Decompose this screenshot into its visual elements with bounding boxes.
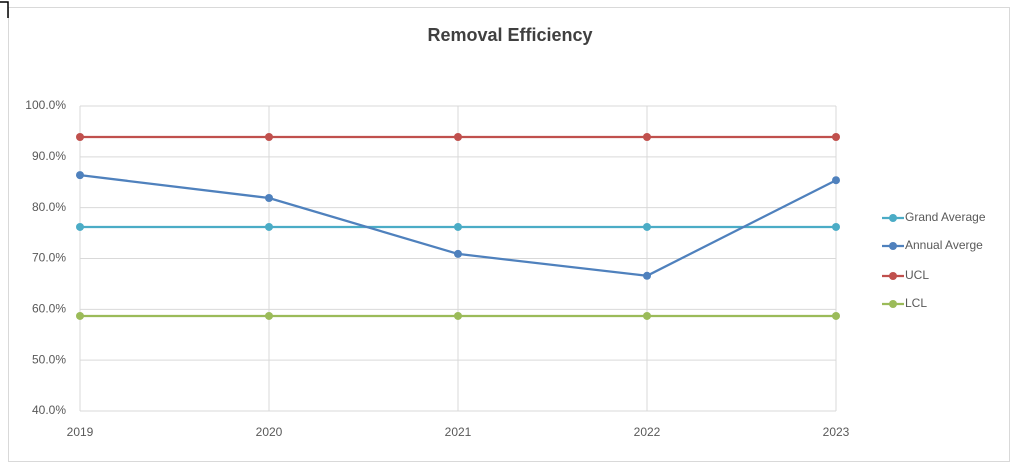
legend-label: Grand Average — [905, 210, 986, 224]
y-tick-label: 50.0% — [32, 352, 66, 366]
series-marker — [454, 222, 462, 231]
y-tick-label: 90.0% — [32, 149, 66, 163]
series-marker — [76, 222, 84, 231]
series-marker — [454, 133, 462, 142]
y-tick-label: 100.0% — [25, 98, 66, 112]
series-marker — [454, 311, 462, 320]
chart-border — [8, 7, 1010, 462]
series-marker — [265, 133, 273, 142]
legend-label: UCL — [905, 268, 929, 282]
y-tick-label: 40.0% — [32, 403, 66, 417]
x-tick-label: 2023 — [823, 425, 850, 439]
series-marker — [76, 133, 84, 142]
series-marker — [643, 133, 651, 142]
y-tick-label: 70.0% — [32, 251, 66, 265]
legend-marker — [889, 272, 897, 280]
series-marker — [832, 176, 840, 185]
series-marker — [76, 171, 84, 180]
x-tick-label: 2019 — [67, 425, 94, 439]
series-marker — [76, 311, 84, 320]
x-tick-label: 2020 — [256, 425, 283, 439]
series-marker — [832, 311, 840, 320]
legend-marker — [889, 300, 897, 308]
legend-label: Annual Averge — [905, 238, 983, 252]
series-marker — [643, 222, 651, 231]
series-marker — [643, 271, 651, 280]
x-tick-label: 2021 — [445, 425, 472, 439]
series-marker — [454, 249, 462, 258]
legend-marker — [889, 242, 897, 250]
legend-marker — [889, 214, 897, 222]
y-tick-label: 60.0% — [32, 302, 66, 316]
legend-label: LCL — [905, 296, 927, 310]
series-marker — [265, 222, 273, 231]
series-marker — [265, 194, 273, 203]
x-tick-label: 2022 — [634, 425, 661, 439]
series-marker — [832, 222, 840, 231]
series-marker — [832, 133, 840, 142]
series-marker — [265, 311, 273, 320]
series-marker — [643, 311, 651, 320]
y-tick-label: 80.0% — [32, 200, 66, 214]
corner-mark — [0, 1, 9, 18]
chart-title: Removal Efficiency — [427, 25, 592, 45]
